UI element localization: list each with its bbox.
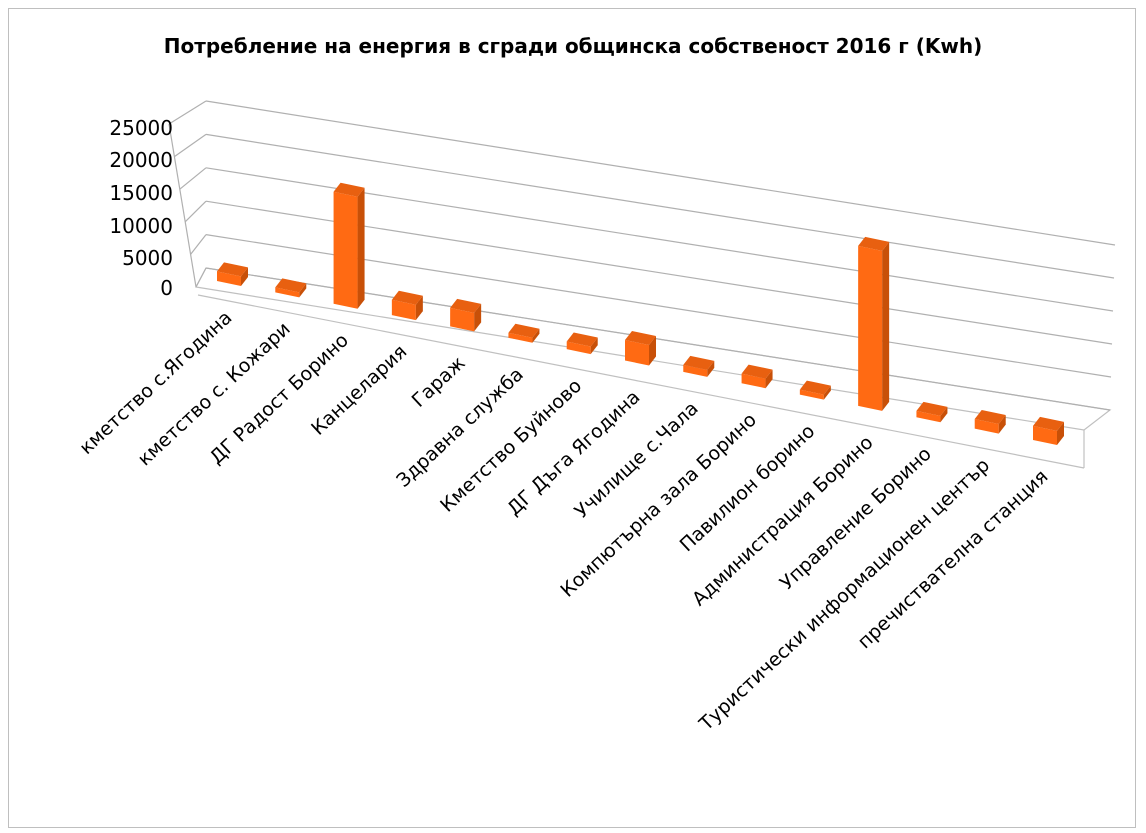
- x-tick-label: Павилион борино: [676, 420, 820, 556]
- bar-side: [299, 283, 307, 298]
- bar-side: [590, 337, 598, 355]
- bar: [333, 182, 365, 309]
- y-axis-labels: 0 5000 10000 15000 20000 25000: [109, 116, 173, 300]
- bar-front: [741, 373, 766, 389]
- bar-top: [508, 323, 540, 338]
- bar-top: [625, 331, 656, 346]
- bar: [1033, 416, 1064, 445]
- bar: [683, 355, 715, 377]
- side-gridline: [195, 267, 207, 288]
- x-tick-label: ДГ Радост Борино: [206, 329, 353, 469]
- y-tick-label: 0: [160, 276, 173, 300]
- chart-title: Потребление на енергия в сгради общинска…: [163, 34, 983, 58]
- bar-top: [799, 380, 831, 395]
- bar-front: [974, 419, 999, 434]
- bar-top: [333, 182, 365, 197]
- bar-side: [940, 406, 948, 423]
- bar-front: [799, 389, 824, 400]
- bar: [450, 298, 482, 332]
- bar-top: [275, 278, 307, 293]
- bar-side: [415, 295, 423, 321]
- chart-frame: [8, 8, 1136, 828]
- bar-side: [241, 267, 248, 286]
- bar: [566, 332, 598, 355]
- side-gridline: [168, 100, 207, 125]
- side-gridline: [190, 234, 207, 255]
- bar-front: [858, 245, 883, 411]
- y-tick-label: 25000: [109, 116, 173, 140]
- bar: [916, 401, 948, 423]
- bar-top: [916, 401, 948, 416]
- x-tick-label: Здравна служба: [392, 363, 527, 491]
- bar-top: [683, 355, 715, 370]
- bar-top: [858, 236, 890, 251]
- side-gridline: [184, 200, 207, 223]
- bar-top: [1033, 416, 1064, 431]
- floor-edge: [197, 294, 1085, 469]
- bar-front: [625, 340, 649, 366]
- bar-top: [450, 298, 482, 313]
- side-gridline: [174, 133, 207, 158]
- bar-front: [275, 287, 300, 298]
- bar-front: [916, 410, 941, 423]
- bar: [275, 278, 307, 298]
- x-tick-label: Гараж: [408, 352, 470, 412]
- gridline: [205, 100, 1116, 246]
- y-tick-label: 20000: [109, 148, 173, 172]
- bar-front: [683, 364, 708, 377]
- bar-side: [765, 369, 773, 389]
- bar: [508, 323, 540, 343]
- bar: [625, 331, 656, 366]
- bar-front: [508, 332, 533, 343]
- bar: [217, 262, 248, 286]
- bar-top: [391, 290, 423, 305]
- bar-front: [566, 341, 591, 355]
- bar-side: [532, 328, 540, 343]
- y-tick-label: 10000: [109, 214, 173, 238]
- bar-top: [566, 332, 598, 347]
- bar-series: [217, 182, 1064, 445]
- x-tick-label: ДГ Дъга Ягодина: [503, 386, 644, 520]
- bar-side: [357, 187, 365, 309]
- side-wall-edge: [168, 123, 197, 288]
- bar: [974, 410, 1006, 434]
- bar: [858, 236, 890, 411]
- y-tick-label: 5000: [122, 246, 173, 270]
- bar-side: [707, 360, 715, 377]
- bar-front: [450, 307, 475, 332]
- bar-side: [474, 303, 482, 332]
- bar-front: [1033, 425, 1057, 445]
- bar-front: [333, 191, 358, 309]
- bar-side: [998, 415, 1006, 434]
- gridline: [205, 133, 1115, 279]
- bar-side: [882, 241, 890, 411]
- bar: [741, 364, 773, 389]
- bar-top: [741, 364, 773, 379]
- y-tick-label: 15000: [109, 181, 173, 205]
- side-gridline: [179, 167, 207, 190]
- bar-front: [391, 299, 416, 321]
- bar-side: [649, 336, 656, 366]
- bar-top: [217, 262, 248, 277]
- bar: [799, 380, 831, 400]
- x-tick-label: Училище с.Чала: [571, 397, 703, 522]
- bar: [391, 290, 423, 321]
- bar-side: [1057, 421, 1064, 445]
- bar-side: [823, 385, 831, 400]
- bar-front: [217, 271, 241, 286]
- chart-walls: [168, 100, 1116, 469]
- bar-top: [974, 410, 1006, 425]
